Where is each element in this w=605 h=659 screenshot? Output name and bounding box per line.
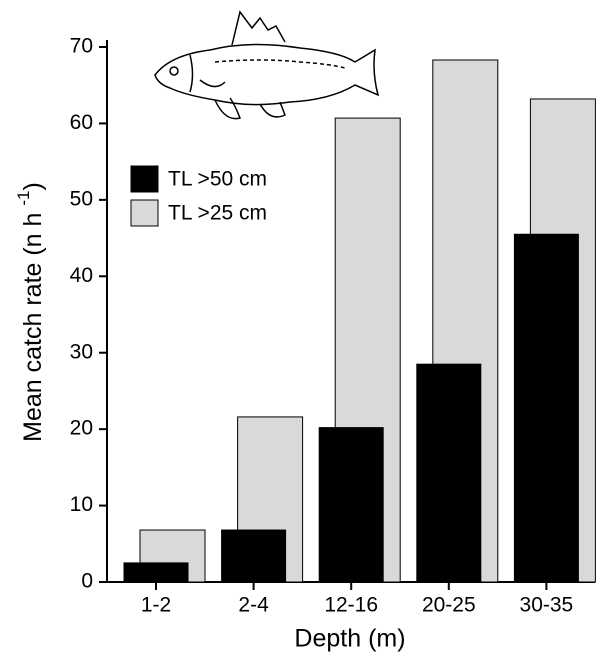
y-tick-label: 30 [70, 340, 93, 363]
legend-swatch [130, 165, 159, 193]
y-tick-label: 70 [70, 35, 93, 58]
bar [318, 427, 384, 583]
fish-illustration [154, 10, 380, 120]
y-tick-label: 0 [81, 570, 93, 593]
x-tick-label: 12-16 [324, 594, 378, 617]
y-tick-label: 40 [70, 264, 93, 287]
legend-swatch [130, 199, 159, 227]
y-tick-label: 60 [70, 111, 93, 134]
legend-label: TL >50 cm [168, 168, 267, 191]
x-tick-label: 2-4 [238, 594, 269, 617]
x-axis-label: Depth (m) [294, 625, 405, 653]
y-tick-label: 20 [70, 417, 93, 440]
x-tick-label: 30-35 [520, 594, 574, 617]
y-tick-label: 50 [70, 187, 93, 210]
y-axis-label: Mean catch rate (n h -1) [14, 182, 46, 442]
bar [513, 233, 579, 583]
y-tick-label: 10 [70, 493, 93, 516]
x-tick-label: 1-2 [141, 594, 171, 617]
bar [416, 363, 482, 583]
legend-label: TL >25 cm [168, 202, 267, 225]
x-tick-label: 20-25 [422, 594, 476, 617]
bar [123, 562, 189, 583]
bar [221, 529, 287, 583]
